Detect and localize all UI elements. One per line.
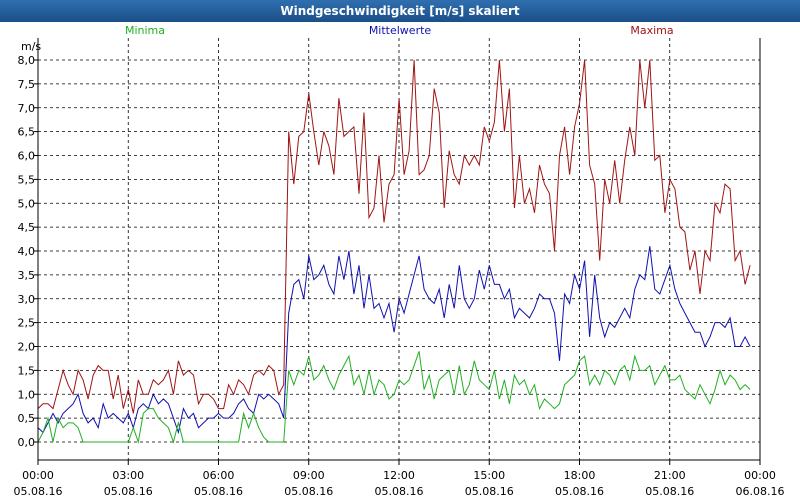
y-tick-label: 1,5 [18, 364, 36, 377]
x-tick-time-label: 00:00 [744, 469, 776, 482]
legend-mittelwerte: Mittelwerte [369, 24, 432, 37]
y-tick-label: 7,0 [18, 102, 36, 115]
x-tick-date-label: 05.08.16 [465, 485, 514, 498]
legend-minima: Minima [125, 24, 165, 37]
x-tick-date-label: 05.08.16 [194, 485, 243, 498]
x-tick-date-label: 05.08.16 [645, 485, 694, 498]
y-tick-label: 0,5 [18, 412, 36, 425]
x-tick-time-label: 06:00 [203, 469, 235, 482]
x-tick-time-label: 09:00 [293, 469, 325, 482]
x-tick-date-label: 05.08.16 [284, 485, 333, 498]
y-tick-label: 8,0 [18, 54, 36, 67]
y-tick-label: 7,5 [18, 78, 36, 91]
x-tick-date-label: 05.08.16 [375, 485, 424, 498]
y-tick-label: 4,0 [18, 245, 36, 258]
x-tick-time-label: 18:00 [564, 469, 596, 482]
y-tick-label: 0,0 [18, 436, 36, 449]
x-tick-date-label: 05.08.16 [14, 485, 63, 498]
series-line-mittelwerte [37, 246, 751, 435]
x-tick-time-label: 00:00 [22, 469, 54, 482]
y-tick-label: 2,0 [18, 341, 36, 354]
y-tick-label: 5,0 [18, 197, 36, 210]
legend-maxima: Maxima [630, 24, 673, 37]
wind-speed-chart: 0,0 0,5 1,0 1,5 2,0 2,5 3,0 3,5 4,0 4,5 5,0 5,5 6,0 6… [14, 24, 785, 498]
chart-area: 0,0 0,5 1,0 1,5 2,0 2,5 3,0 3,5 4,0 4,5 5,0 5,5 6,0 6… [0, 22, 800, 500]
x-tick-time-label: 15:00 [473, 469, 505, 482]
x-tick-date-label: 05.08.16 [104, 485, 153, 498]
x-tick-time-label: 03:00 [112, 469, 144, 482]
y-tick-label: 3,5 [18, 269, 36, 282]
x-tick-date-label: 05.08.16 [555, 485, 604, 498]
y-tick-label: 4,5 [18, 221, 36, 234]
y-tick-label: 3,0 [18, 293, 36, 306]
series-line-minima [37, 351, 751, 444]
series-line-maxima [37, 59, 751, 414]
x-tick-time-label: 21:00 [654, 469, 686, 482]
x-tick-date-label: 06.08.16 [736, 485, 785, 498]
y-tick-label: 1,0 [18, 388, 36, 401]
x-tick-time-label: 12:00 [383, 469, 415, 482]
y-tick-label: 2,5 [18, 317, 36, 330]
y-tick-label: 5,5 [18, 173, 36, 186]
window-title: Windgeschwindigkeit [m/s] skaliert [0, 0, 800, 22]
y-axis-unit-label: m/s [21, 40, 41, 53]
y-tick-label: 6,0 [18, 150, 36, 163]
y-tick-label: 6,5 [18, 126, 36, 139]
